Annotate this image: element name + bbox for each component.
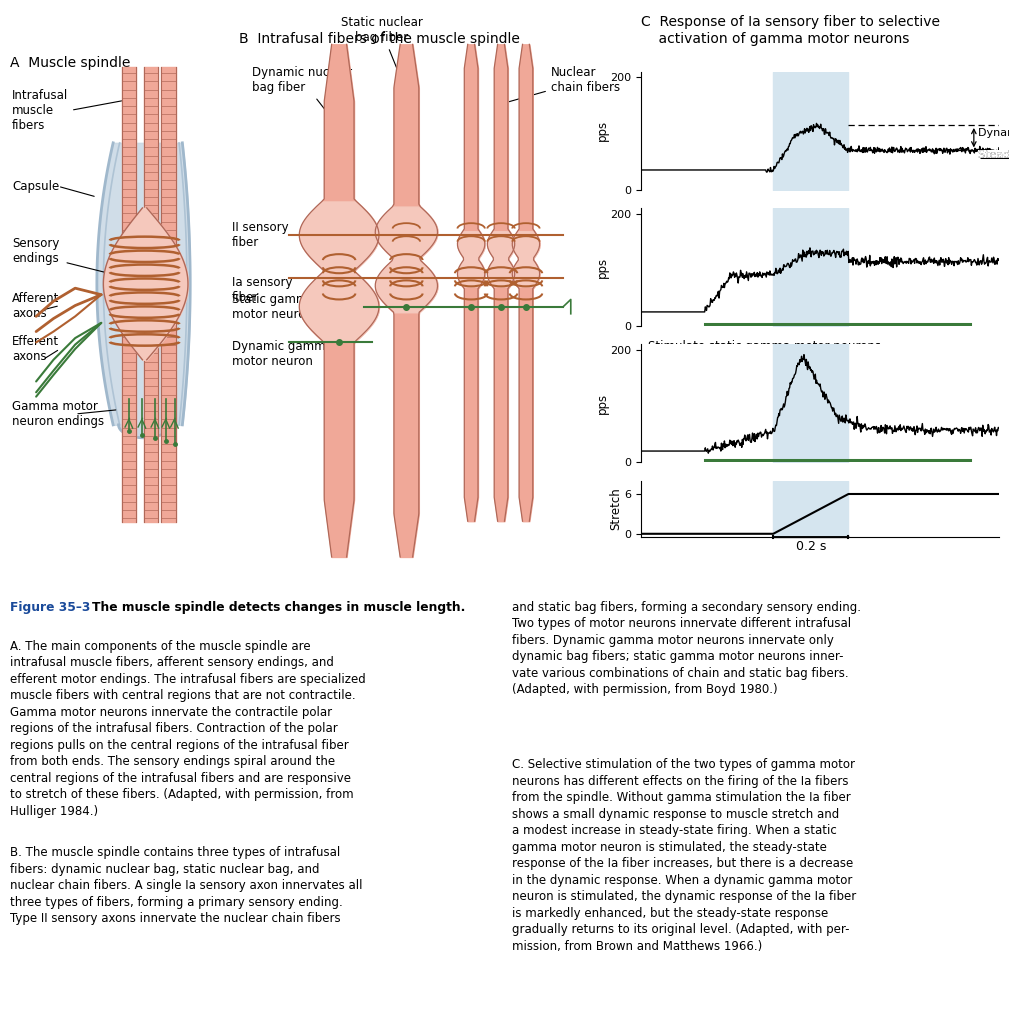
- Text: The muscle spindle detects changes in muscle length.: The muscle spindle detects changes in mu…: [92, 601, 465, 614]
- Text: Ia sensory
fiber: Ia sensory fiber: [232, 276, 293, 304]
- Y-axis label: pps: pps: [595, 393, 608, 414]
- Text: S̲t̲e̲a̲d̲y̲ ̲s̲t̲a̲t̲e̲: S̲t̲e̲a̲d̲y̲ ̲s̲t̲a̲t̲e̲: [978, 150, 1009, 160]
- Text: Dynamic response: Dynamic response: [978, 128, 1009, 138]
- Y-axis label: Stretch: Stretch: [609, 488, 623, 530]
- Text: and static bag fibers, forming a secondary sensory ending.
Two types of motor ne: and static bag fibers, forming a seconda…: [512, 601, 861, 696]
- Text: 0.2 s: 0.2 s: [796, 540, 826, 554]
- Y-axis label: pps: pps: [595, 256, 608, 278]
- Polygon shape: [119, 424, 171, 438]
- Text: Intrafusal
muscle
fibers: Intrafusal muscle fibers: [12, 89, 69, 132]
- Text: A  Muscle spindle: A Muscle spindle: [10, 56, 130, 70]
- Text: Steady state response: Steady state response: [978, 150, 1009, 160]
- Text: Stimulate dynamic gamma motor neurons: Stimulate dynamic gamma motor neurons: [648, 484, 899, 496]
- Text: B  Intrafusal fibers of the muscle spindle: B Intrafusal fibers of the muscle spindl…: [239, 33, 521, 46]
- Text: II sensory
fiber: II sensory fiber: [232, 221, 289, 249]
- Text: Dynamic gamma
motor neuron: Dynamic gamma motor neuron: [232, 340, 333, 368]
- Text: Capsule: Capsule: [12, 179, 60, 193]
- Text: Gamma motor
neuron endings: Gamma motor neuron endings: [12, 400, 104, 428]
- Text: B. The muscle spindle contains three types of intrafusal
fibers: dynamic nuclear: B. The muscle spindle contains three typ…: [10, 847, 362, 926]
- Text: Static nuclear
bag fiber: Static nuclear bag fiber: [340, 16, 423, 89]
- Text: A. The main components of the muscle spindle are
intrafusal muscle fibers, affer: A. The main components of the muscle spi…: [10, 640, 366, 818]
- Text: Nuclear
chain fibers: Nuclear chain fibers: [503, 66, 620, 104]
- Text: Static gamma
motor neuron: Static gamma motor neuron: [232, 292, 315, 321]
- Text: Afferent
axons: Afferent axons: [12, 291, 60, 320]
- Text: Figure 35–3: Figure 35–3: [10, 601, 91, 614]
- Text: Efferent
axons: Efferent axons: [12, 335, 60, 363]
- Text: Dynamic nuclear
bag fiber: Dynamic nuclear bag fiber: [252, 66, 352, 126]
- Text: Stimulate static gamma motor neurons: Stimulate static gamma motor neurons: [648, 340, 881, 353]
- Text: C  Response of Ia sensory fiber to selective
    activation of gamma motor neuro: C Response of Ia sensory fiber to select…: [641, 15, 939, 45]
- Y-axis label: pps: pps: [595, 120, 608, 141]
- Text: C. Selective stimulation of the two types of gamma motor
neurons has different e: C. Selective stimulation of the two type…: [512, 758, 857, 952]
- Text: Sensory
endings: Sensory endings: [12, 238, 60, 265]
